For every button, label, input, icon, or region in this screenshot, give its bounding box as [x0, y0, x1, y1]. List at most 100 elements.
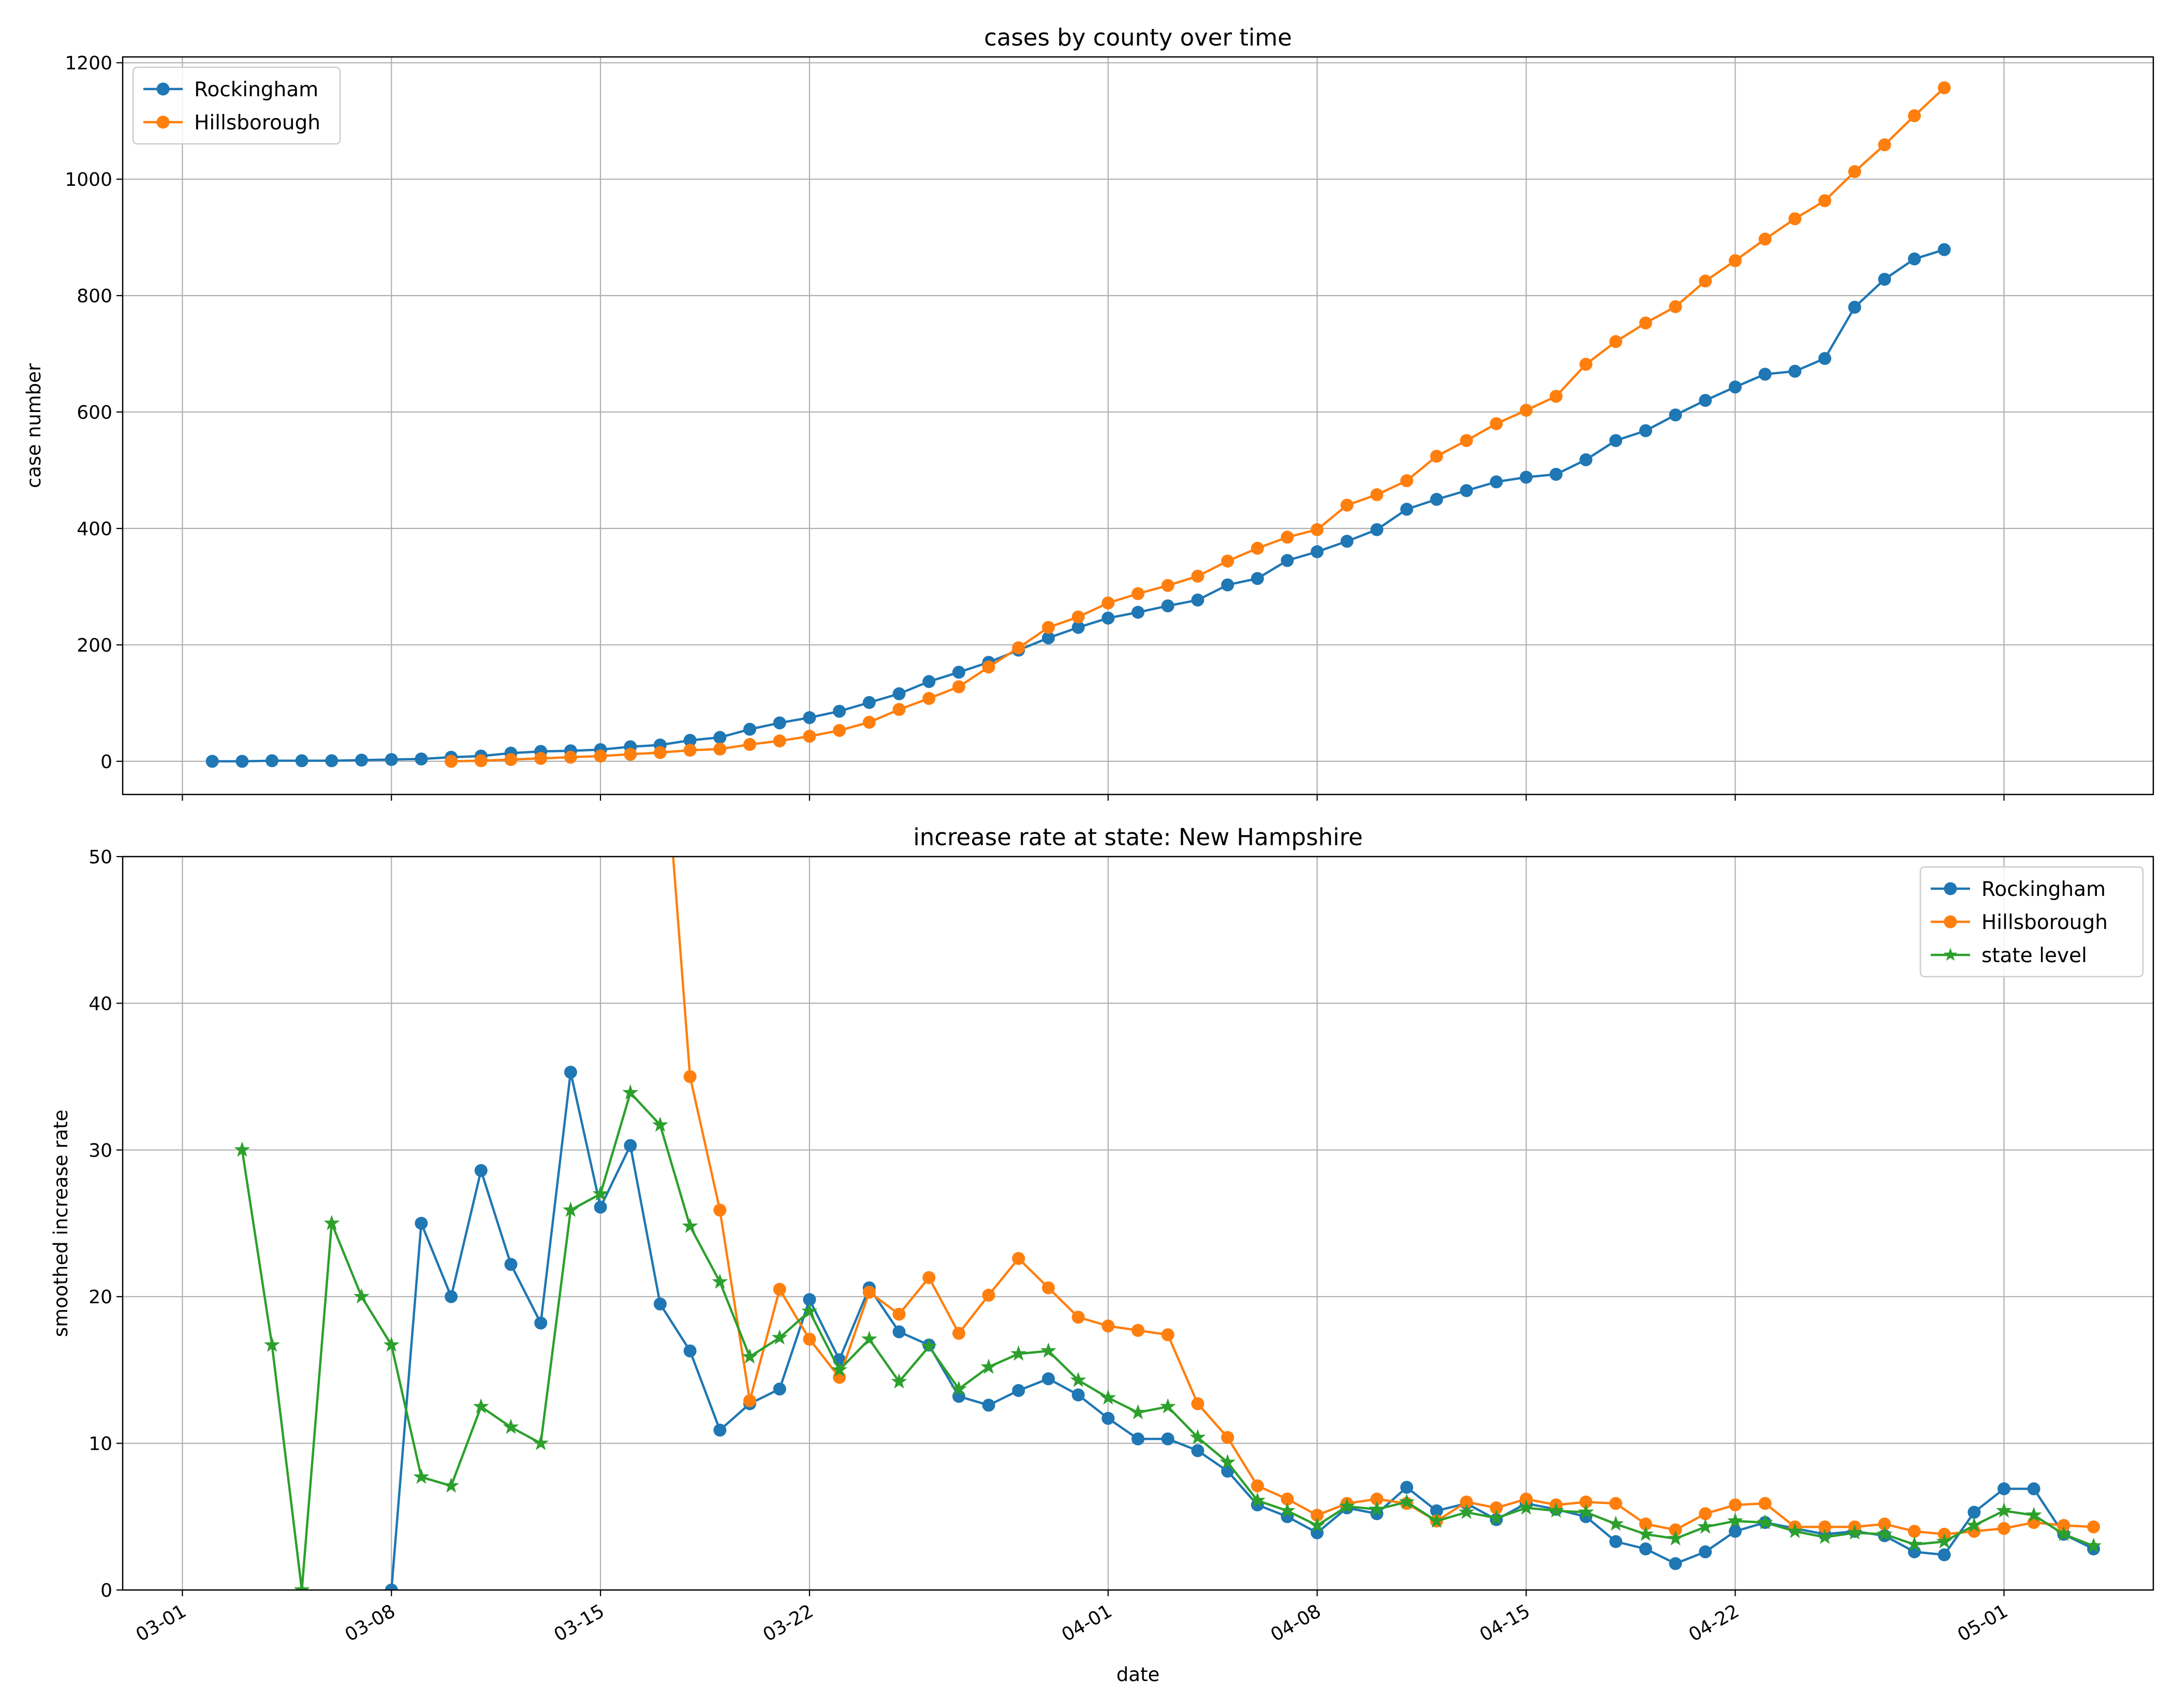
- data-point: [236, 755, 249, 768]
- data-point: [1012, 1252, 1025, 1265]
- data-point: [1220, 1454, 1236, 1469]
- data-point: [1549, 467, 1563, 481]
- legend-label: Rockingham: [194, 78, 318, 101]
- legend-marker: [1943, 948, 1958, 961]
- data-point: [474, 754, 488, 768]
- grid-lines: [123, 57, 2153, 794]
- data-point: [922, 691, 936, 705]
- data-point: [503, 1419, 519, 1434]
- data-point: [773, 1382, 786, 1396]
- data-point: [205, 755, 219, 768]
- data-point: [1430, 493, 1443, 506]
- data-point: [653, 746, 667, 759]
- data-point: [263, 1336, 280, 1352]
- data-point: [1458, 1504, 1475, 1519]
- data-point: [1667, 1530, 1684, 1545]
- data-point: [921, 1338, 937, 1353]
- data-point: [295, 754, 309, 768]
- data-point: [1251, 1479, 1264, 1493]
- legend-entry: state level: [1931, 944, 2087, 967]
- data-point: [1041, 1281, 1055, 1294]
- data-point: [385, 753, 398, 766]
- y-axis-label: case number: [23, 363, 45, 488]
- data-point: [1221, 578, 1235, 592]
- legend-label: state level: [1981, 944, 2087, 967]
- data-point: [1639, 316, 1652, 330]
- data-point: [234, 1141, 251, 1157]
- data-point: [1012, 1384, 1025, 1397]
- y-tick-label: 10: [89, 1434, 112, 1455]
- y-tick-label: 600: [77, 402, 112, 423]
- data-point: [1339, 1498, 1355, 1513]
- data-point: [1699, 394, 1712, 407]
- data-point: [1878, 138, 1891, 152]
- data-point: [1757, 1514, 1773, 1529]
- data-point: [833, 704, 846, 718]
- legend-marker: [156, 115, 170, 129]
- data-point: [1251, 541, 1264, 555]
- data-point: [592, 1185, 609, 1201]
- data-point: [1937, 81, 1951, 95]
- data-point: [445, 1290, 458, 1303]
- data-point: [1130, 1404, 1146, 1420]
- data-point: [891, 1373, 907, 1389]
- data-point: [1788, 212, 1802, 226]
- legend-label: Hillsborough: [1981, 911, 2108, 934]
- y-tick-label: 1200: [65, 53, 112, 74]
- data-point: [713, 1203, 727, 1217]
- data-point: [862, 716, 876, 729]
- legend-entry: Rockingham: [143, 78, 318, 101]
- data-point: [1669, 300, 1682, 313]
- data-point: [862, 696, 876, 709]
- data-point: [803, 1332, 816, 1346]
- data-point: [1251, 572, 1264, 585]
- data-point: [1878, 1518, 1891, 1530]
- data-point: [952, 680, 965, 694]
- data-point: [683, 1070, 697, 1083]
- data-point: [742, 1348, 758, 1364]
- data-point: [413, 1468, 430, 1484]
- data-point: [1161, 599, 1174, 613]
- data-point: [1340, 535, 1354, 548]
- data-point: [1878, 273, 1891, 286]
- data-point: [445, 755, 458, 768]
- data-point: [1996, 1502, 2013, 1518]
- series-state-level: [234, 1084, 2102, 1590]
- data-point: [1579, 358, 1593, 371]
- data-point: [1191, 1444, 1204, 1457]
- data-point: [922, 675, 936, 688]
- data-point: [1609, 434, 1623, 447]
- data-point: [1490, 1501, 1503, 1514]
- data-point: [1161, 579, 1174, 592]
- data-point: [1846, 1524, 1863, 1540]
- data-point: [1818, 352, 1831, 365]
- data-point: [1609, 1497, 1623, 1510]
- data-point: [1311, 523, 1324, 536]
- data-point: [713, 742, 727, 756]
- y-tick-label: 50: [89, 847, 112, 868]
- data-point: [1101, 1319, 1115, 1333]
- data-point: [1699, 274, 1712, 288]
- y-tick-label: 800: [77, 286, 112, 307]
- data-point: [1639, 1518, 1652, 1530]
- data-point: [982, 1398, 995, 1412]
- data-point: [1937, 243, 1951, 256]
- legend-marker: [156, 82, 170, 96]
- data-point: [952, 666, 965, 679]
- data-point: [713, 731, 727, 744]
- y-tick-label: 1000: [65, 169, 112, 190]
- legend-label: Hillsborough: [194, 111, 320, 135]
- data-point: [1071, 610, 1085, 624]
- y-tick-label: 200: [77, 635, 112, 656]
- data-point: [324, 1215, 340, 1230]
- data-point: [1609, 335, 1623, 348]
- data-point: [354, 1288, 370, 1304]
- data-point: [1876, 1526, 1893, 1541]
- data-point: [1071, 1388, 1085, 1402]
- data-point: [1400, 503, 1414, 516]
- data-point: [1281, 531, 1294, 544]
- series-line: [390, 1071, 2094, 1590]
- data-point: [1460, 1495, 1473, 1509]
- data-point: [1848, 301, 1861, 314]
- data-point: [1070, 1372, 1086, 1387]
